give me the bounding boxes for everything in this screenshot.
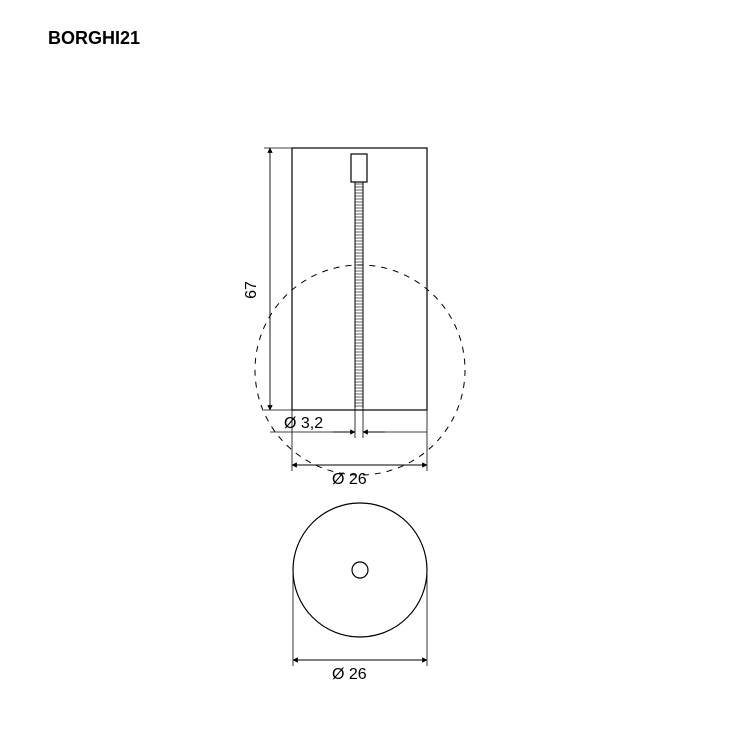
dim-dia-small: Ø 3,2 [270, 408, 427, 438]
dim-dia-large-top: Ø 26 [293, 575, 427, 683]
technical-drawing: 67 Ø 3,2 Ø 26 [0, 0, 750, 750]
dim-height-label: 67 [243, 281, 260, 299]
dim-dia-small-label: Ø 3,2 [284, 415, 323, 432]
screw-head [351, 154, 367, 182]
top-hole [352, 562, 368, 578]
side-view: 67 Ø 3,2 Ø 26 [243, 148, 465, 488]
top-view: Ø 26 [293, 503, 427, 683]
top-circle [293, 503, 427, 637]
dim-height: 67 [243, 148, 292, 410]
dim-dia-large-side-label: Ø 26 [332, 471, 367, 488]
dim-dia-large-top-label: Ø 26 [332, 666, 367, 683]
screw-threads [355, 184, 363, 406]
